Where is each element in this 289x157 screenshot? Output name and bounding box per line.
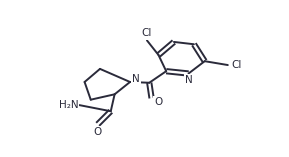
Text: O: O: [94, 127, 102, 137]
Text: N: N: [185, 76, 192, 85]
Text: O: O: [154, 97, 163, 107]
Text: N: N: [132, 74, 140, 84]
Text: Cl: Cl: [231, 60, 242, 70]
Text: H₂N: H₂N: [59, 100, 78, 110]
Text: Cl: Cl: [142, 28, 152, 38]
